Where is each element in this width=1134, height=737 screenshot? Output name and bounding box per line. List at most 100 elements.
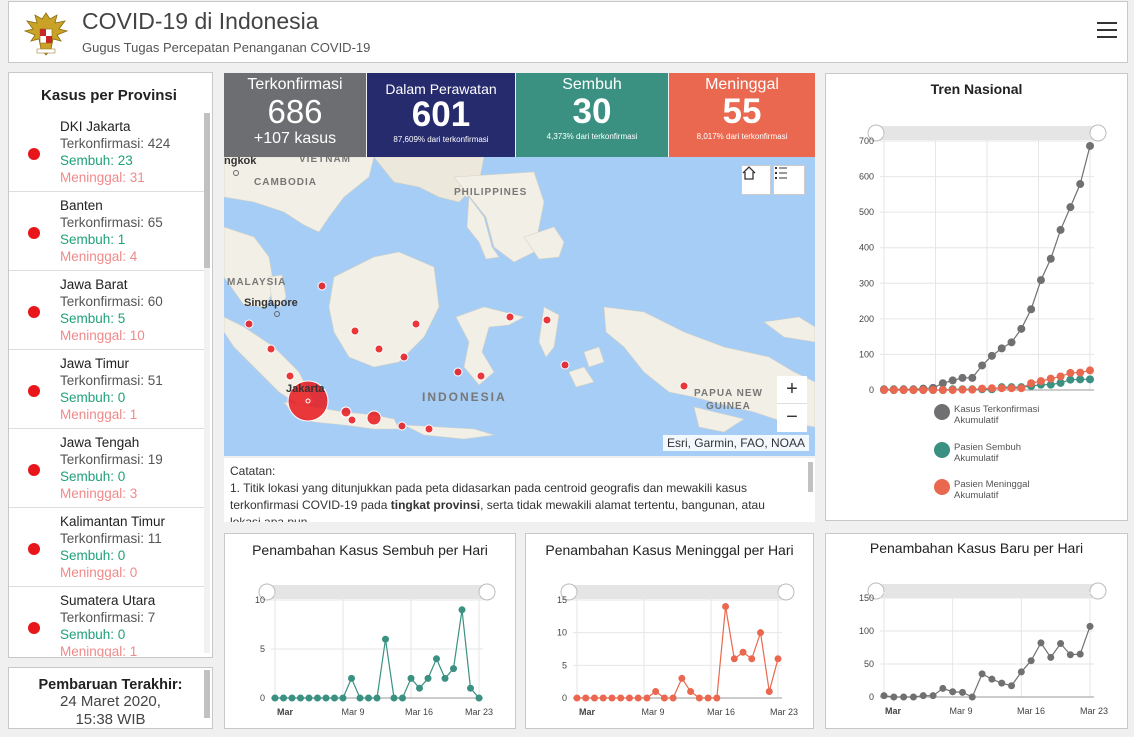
data-point[interactable] bbox=[424, 674, 432, 682]
data-point[interactable] bbox=[1076, 650, 1084, 658]
data-point[interactable] bbox=[1066, 375, 1075, 384]
data-point[interactable] bbox=[608, 694, 616, 702]
zoom-out-button[interactable]: − bbox=[777, 404, 807, 432]
data-point[interactable] bbox=[1036, 377, 1045, 386]
slider-handle-left[interactable] bbox=[867, 582, 885, 600]
data-point[interactable] bbox=[1066, 203, 1075, 212]
new-cases-daily-chart[interactable]: 0 50 100 150 Mar Mar 9 Mar 16 Mar 23 bbox=[826, 534, 1128, 729]
data-point[interactable] bbox=[1086, 141, 1094, 150]
data-point[interactable] bbox=[939, 684, 947, 692]
zoom-in-button[interactable]: + bbox=[777, 376, 807, 404]
data-point[interactable] bbox=[978, 361, 987, 370]
data-point[interactable] bbox=[625, 694, 633, 702]
list-icon[interactable] bbox=[773, 165, 805, 195]
chart-range-slider[interactable] bbox=[876, 584, 1098, 598]
slider-handle-left[interactable] bbox=[258, 583, 276, 601]
data-point[interactable] bbox=[331, 694, 338, 702]
data-point[interactable] bbox=[365, 694, 372, 702]
data-point[interactable] bbox=[590, 694, 598, 702]
data-point[interactable] bbox=[314, 694, 321, 702]
update-scrollbar[interactable] bbox=[204, 670, 210, 718]
data-point[interactable] bbox=[968, 693, 976, 701]
province-item[interactable]: Jawa Tengah Terkonfirmasi: 19 Sembuh: 0 Men… bbox=[9, 429, 205, 508]
data-point[interactable] bbox=[900, 693, 908, 701]
data-point[interactable] bbox=[978, 384, 987, 393]
recovered-daily-chart[interactable]: 0 5 10 Mar Mar 9 Mar 16 Mar 23 bbox=[225, 534, 516, 729]
data-point[interactable] bbox=[774, 655, 782, 663]
data-point[interactable] bbox=[958, 385, 967, 394]
data-point[interactable] bbox=[271, 694, 279, 702]
trend-chart[interactable]: 0 100 200 300 400 500 600 700 bbox=[826, 74, 1128, 521]
data-point[interactable] bbox=[968, 385, 977, 394]
data-point[interactable] bbox=[1036, 276, 1045, 285]
data-point[interactable] bbox=[987, 384, 996, 393]
data-point[interactable] bbox=[390, 694, 398, 702]
data-point[interactable] bbox=[660, 694, 668, 702]
data-point[interactable] bbox=[765, 687, 773, 695]
data-point[interactable] bbox=[280, 694, 287, 702]
data-point[interactable] bbox=[890, 693, 898, 701]
data-point[interactable] bbox=[1017, 668, 1025, 676]
data-point[interactable] bbox=[997, 344, 1006, 353]
data-point[interactable] bbox=[1037, 639, 1045, 647]
data-point[interactable] bbox=[416, 684, 423, 692]
province-item[interactable]: Jawa Barat Terkonfirmasi: 60 Sembuh: 5 Meni… bbox=[9, 271, 205, 350]
slider-handle-right[interactable] bbox=[777, 583, 795, 601]
data-point[interactable] bbox=[948, 386, 957, 394]
data-point[interactable] bbox=[987, 351, 996, 360]
data-point[interactable] bbox=[288, 694, 296, 702]
data-point[interactable] bbox=[998, 679, 1006, 687]
data-point[interactable] bbox=[880, 692, 888, 700]
data-point[interactable] bbox=[339, 694, 347, 702]
data-point[interactable] bbox=[617, 694, 625, 702]
data-point[interactable] bbox=[1046, 254, 1055, 263]
data-point[interactable] bbox=[919, 692, 927, 700]
data-point[interactable] bbox=[958, 373, 967, 382]
data-point[interactable] bbox=[1066, 651, 1074, 659]
data-point[interactable] bbox=[322, 694, 330, 702]
data-point[interactable] bbox=[382, 635, 389, 643]
data-point[interactable] bbox=[687, 687, 695, 695]
province-scrollbar[interactable] bbox=[204, 113, 210, 653]
province-item[interactable]: Sumatera Utara Terkonfirmasi: 7 Sembuh: 0 M… bbox=[9, 587, 205, 657]
data-point[interactable] bbox=[441, 674, 449, 682]
data-point[interactable] bbox=[407, 674, 415, 682]
data-point[interactable] bbox=[929, 386, 938, 394]
data-point[interactable] bbox=[1076, 368, 1085, 377]
data-point[interactable] bbox=[1008, 682, 1016, 690]
data-point[interactable] bbox=[695, 694, 703, 702]
data-point[interactable] bbox=[1007, 384, 1016, 393]
notes-scrollbar[interactable] bbox=[808, 462, 813, 492]
data-point[interactable] bbox=[348, 674, 355, 682]
data-point[interactable] bbox=[573, 694, 581, 702]
data-point[interactable] bbox=[399, 694, 406, 702]
province-item[interactable]: DKI Jakarta Terkonfirmasi: 424 Sembuh: 23 M… bbox=[9, 113, 205, 192]
data-point[interactable] bbox=[1027, 379, 1036, 388]
data-point[interactable] bbox=[938, 379, 947, 388]
data-point[interactable] bbox=[730, 655, 738, 663]
data-point[interactable] bbox=[948, 376, 957, 385]
data-point[interactable] bbox=[373, 694, 381, 702]
data-point[interactable] bbox=[1027, 305, 1036, 314]
data-point[interactable] bbox=[582, 694, 590, 702]
data-point[interactable] bbox=[643, 694, 651, 702]
data-point[interactable] bbox=[305, 694, 313, 702]
home-icon[interactable] bbox=[741, 165, 771, 195]
province-item[interactable]: Kalimantan Timur Terkonfirmasi: 11 Sembuh:… bbox=[9, 508, 205, 587]
chart-range-slider[interactable] bbox=[569, 585, 786, 599]
data-point[interactable] bbox=[722, 603, 730, 611]
slider-handle-right[interactable] bbox=[1089, 124, 1107, 142]
data-point[interactable] bbox=[1027, 657, 1035, 665]
data-point[interactable] bbox=[433, 655, 440, 663]
chart-range-slider[interactable] bbox=[267, 585, 487, 599]
data-point[interactable] bbox=[1046, 374, 1055, 383]
province-list[interactable]: DKI Jakarta Terkonfirmasi: 424 Sembuh: 23 M… bbox=[9, 113, 205, 657]
data-point[interactable] bbox=[1086, 366, 1094, 375]
data-point[interactable] bbox=[748, 655, 756, 663]
data-point[interactable] bbox=[909, 693, 917, 701]
slider-handle-right[interactable] bbox=[478, 583, 496, 601]
hamburger-menu-icon[interactable] bbox=[1097, 22, 1117, 40]
data-point[interactable] bbox=[678, 674, 686, 682]
data-point[interactable] bbox=[889, 386, 898, 394]
data-point[interactable] bbox=[988, 675, 996, 683]
